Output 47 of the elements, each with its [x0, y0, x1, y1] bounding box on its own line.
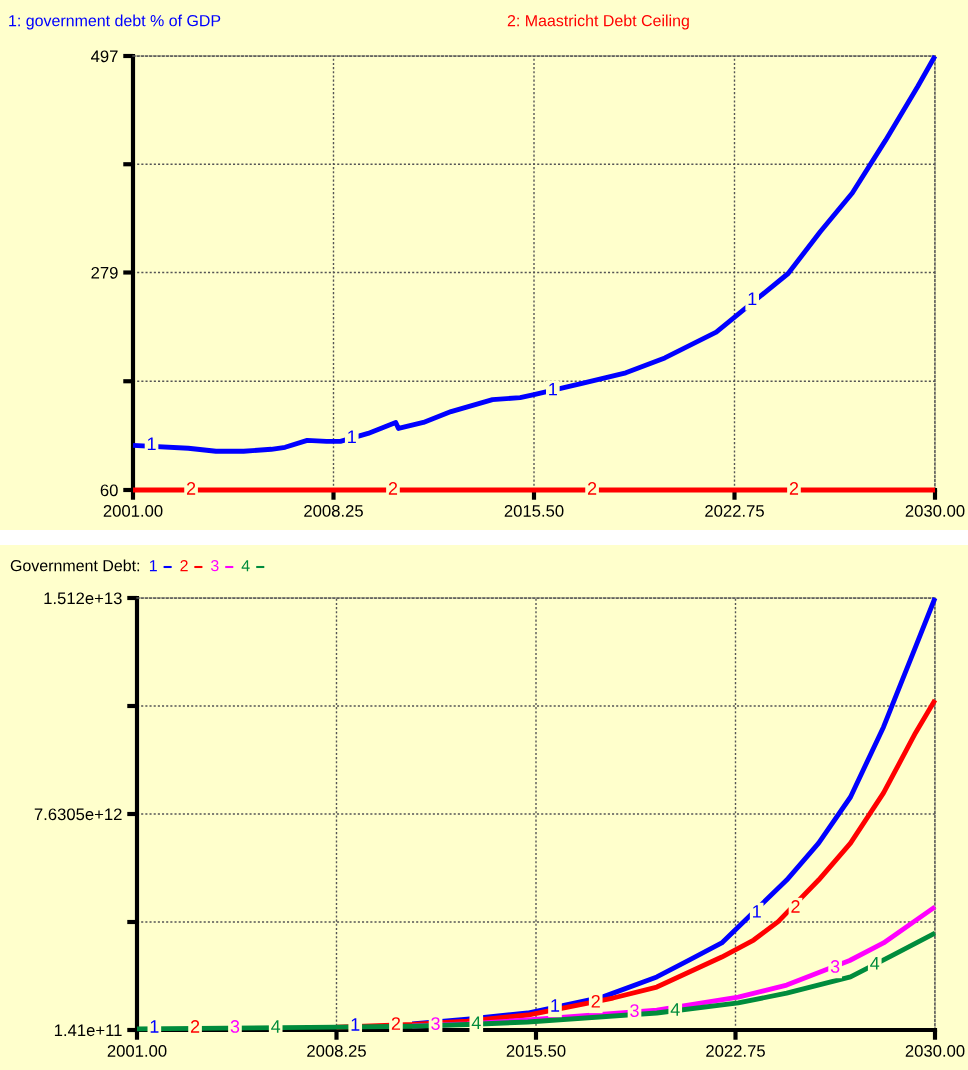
annotation: 1 — [351, 1018, 360, 1031]
legend-label: 2 — [180, 559, 188, 572]
annotation: 2 — [587, 482, 597, 495]
x-tick-label: 2008.25 — [304, 505, 363, 517]
annotation: 1 — [147, 437, 156, 450]
x-tick-label: 2022.75 — [706, 1045, 765, 1057]
annotation: 2 — [186, 482, 196, 495]
annotation: 1 — [551, 999, 560, 1012]
legend-label: 4 — [241, 560, 250, 572]
annotation: 4 — [670, 1003, 680, 1016]
annotation: 1 — [748, 292, 757, 305]
legend-label: 1 — [149, 560, 157, 572]
x-tick-label: 2008.25 — [307, 1045, 366, 1057]
annotation: 3 — [630, 1004, 639, 1017]
annotation: 2 — [190, 1020, 200, 1033]
x-tick-label: 2022.75 — [705, 505, 764, 517]
y-tick-label: 60 — [100, 484, 118, 497]
annotation: 3 — [830, 960, 840, 973]
x-tick-label: 2030.00 — [905, 505, 965, 517]
annotation: 4 — [271, 1020, 281, 1033]
x-tick-label: 2015.50 — [506, 1045, 566, 1057]
annotation: 1 — [753, 905, 761, 918]
annotation: 1 — [150, 1020, 159, 1033]
annotation: 4 — [471, 1016, 481, 1029]
annotation: 3 — [230, 1020, 240, 1033]
y-tick-label: 1.41e+11 — [54, 1024, 122, 1037]
legend-label: 3 — [210, 559, 219, 572]
x-tick-label: 2030.00 — [905, 1045, 965, 1057]
annotation: 1 — [549, 382, 557, 396]
annotation: 1 — [348, 430, 356, 444]
annotation: 2 — [388, 482, 398, 495]
y-tick-label: 7.6305e+12 — [34, 808, 122, 821]
y-tick-label: 497 — [90, 50, 118, 63]
x-tick-label: 2001.00 — [103, 505, 163, 517]
y-tick-label: 1.512e+13 — [44, 592, 122, 605]
text: 2: Maastricht Debt Ceiling — [507, 14, 689, 30]
annotation: 2 — [791, 900, 800, 913]
y-tick-label: 279 — [91, 266, 118, 279]
legend-title: Government Debt: — [10, 559, 140, 572]
annotation: 2 — [789, 482, 799, 495]
x-tick-label: 2015.50 — [504, 505, 564, 517]
text: 1: government debt % of GDP — [9, 14, 221, 30]
annotation: 2 — [391, 1017, 401, 1030]
annotation: 3 — [431, 1017, 440, 1030]
x-tick-label: 2001.00 — [107, 1045, 167, 1057]
annotation: 2 — [591, 994, 600, 1008]
annotation: 4 — [870, 957, 880, 970]
